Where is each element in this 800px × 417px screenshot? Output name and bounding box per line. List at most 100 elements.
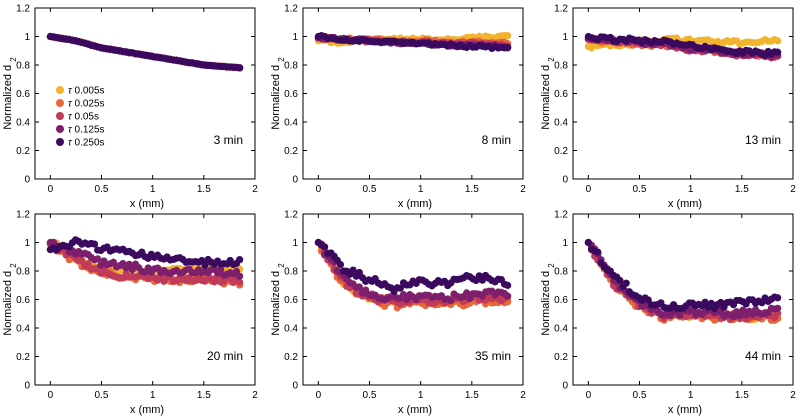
- x-tick-label: 0: [586, 184, 592, 195]
- x-tick-label: 1.5: [465, 184, 479, 195]
- x-tick-label: 0: [586, 390, 592, 401]
- series-0_250s: [314, 238, 512, 295]
- y-axis-label: Normalized d 2: [270, 57, 286, 130]
- data-point: [217, 265, 225, 274]
- panel-1: 0 0.5 1 1.5 2 0 0.2 0.4 0.6 0.8 1 1.2 x (mm) Normaliz…: [2, 4, 258, 211]
- x-tick-label: 1: [418, 390, 424, 401]
- y-tick-label: 0.2: [16, 352, 30, 363]
- y-tick-label: 0.8: [284, 267, 298, 278]
- x-tick-label: 1.5: [735, 390, 749, 401]
- data-point: [125, 260, 133, 268]
- x-tick-label: 1: [688, 184, 694, 195]
- y-tick-label: 0.4: [16, 324, 30, 335]
- legend-entry: τ 0.025s: [68, 99, 105, 110]
- series-0_250s: [584, 238, 782, 313]
- data-point: [349, 266, 357, 274]
- data-point: [707, 299, 716, 307]
- y-tick-label: 0.4: [554, 324, 568, 335]
- y-tick-label: 0.2: [554, 352, 568, 363]
- panel-2: 0 0.5 1 1.5 2 0 0.2 0.4 0.6 0.8 1 1.2 x (mm) Normaliz…: [270, 4, 526, 211]
- data-point: [94, 255, 102, 263]
- panel-time-label: 35 min: [475, 349, 511, 363]
- y-tick-label: 0.2: [554, 146, 568, 157]
- data-point: [584, 238, 592, 247]
- x-tick-label: 2: [790, 390, 796, 401]
- data-point: [463, 289, 471, 297]
- legend-entry: τ 0.250s: [68, 138, 105, 149]
- y-tick-label: 1: [24, 238, 30, 249]
- panel-5: 0 0.5 1 1.5 2 0 0.2 0.4 0.6 0.8 1 1.2 x (mm) Normaliz…: [270, 210, 526, 417]
- y-tick-label: 1: [24, 32, 30, 43]
- data-point: [666, 311, 674, 320]
- y-tick-label: 1.2: [16, 4, 30, 15]
- series-0_250s: [46, 32, 244, 72]
- legend-marker: [56, 138, 64, 146]
- x-tick-label: 0: [48, 390, 54, 401]
- y-tick-label: 0: [562, 175, 568, 186]
- data-point: [355, 268, 363, 277]
- y-tick-label: 1.2: [16, 210, 30, 221]
- legend-marker: [56, 125, 64, 133]
- y-tick-label: 1.2: [554, 210, 568, 221]
- y-tick-label: 1.2: [554, 4, 568, 15]
- y-axis-label: Normalized d 2: [540, 57, 556, 130]
- data-point: [504, 31, 512, 40]
- legend-marker: [56, 112, 64, 120]
- y-tick-label: 0: [292, 175, 298, 186]
- data-point: [201, 277, 209, 285]
- y-tick-label: 0.6: [284, 295, 298, 306]
- x-axis-label: x (mm): [130, 404, 164, 416]
- series-0_125s: [584, 238, 782, 321]
- y-axis-label: Normalized d 2: [270, 263, 286, 336]
- x-tick-label: 2: [520, 184, 526, 195]
- data-point: [676, 311, 684, 319]
- panel-time-label: 3 min: [214, 133, 243, 147]
- x-tick-label: 0.5: [633, 184, 647, 195]
- panel-time-label: 13 min: [745, 133, 781, 147]
- x-axis-label: x (mm): [398, 198, 432, 210]
- data-point: [201, 261, 209, 270]
- x-axis-label: x (mm): [668, 198, 702, 210]
- legend-entry: τ 0.005s: [68, 86, 105, 97]
- y-tick-label: 0.4: [16, 118, 30, 129]
- panel-3: 0 0.5 1 1.5 2 0 0.2 0.4 0.6 0.8 1 1.2 x (mm) Normaliz…: [540, 4, 796, 211]
- x-tick-label: 0: [316, 390, 322, 401]
- x-tick-label: 0.5: [363, 390, 377, 401]
- plot-frame: [572, 7, 794, 180]
- panel-time-label: 8 min: [482, 133, 511, 147]
- x-tick-label: 1: [150, 390, 156, 401]
- data-point: [504, 281, 512, 289]
- y-tick-label: 1: [562, 238, 568, 249]
- x-tick-label: 2: [790, 184, 796, 195]
- y-axis-label: Normalized d 2: [2, 57, 18, 130]
- panel-time-label: 20 min: [207, 349, 243, 363]
- y-tick-label: 0.2: [284, 352, 298, 363]
- data-point: [774, 294, 782, 302]
- y-tick-label: 0.4: [284, 118, 298, 129]
- x-axis-label: x (mm): [130, 198, 164, 210]
- y-tick-label: 0: [562, 381, 568, 392]
- y-tick-label: 0.2: [16, 146, 30, 157]
- x-tick-label: 0: [48, 184, 54, 195]
- y-tick-label: 1: [292, 32, 298, 43]
- y-tick-label: 0.4: [284, 324, 298, 335]
- x-tick-label: 1: [418, 184, 424, 195]
- x-tick-label: 0.5: [633, 390, 647, 401]
- y-tick-label: 0.8: [554, 61, 568, 72]
- y-tick-label: 0.6: [554, 89, 568, 100]
- panel-6: 0 0.5 1 1.5 2 0 0.2 0.4 0.6 0.8 1 1.2 x (mm) Normaliz…: [540, 210, 796, 417]
- x-tick-label: 2: [252, 184, 258, 195]
- x-tick-label: 0.5: [95, 390, 109, 401]
- y-axis-label: Normalized d 2: [2, 263, 18, 336]
- y-tick-label: 1.2: [284, 4, 298, 15]
- y-tick-label: 0.8: [284, 61, 298, 72]
- data-point: [128, 266, 136, 274]
- y-tick-label: 0.6: [554, 295, 568, 306]
- data-point: [236, 256, 244, 264]
- data-point: [736, 312, 744, 320]
- panel-4: 0 0.5 1 1.5 2 0 0.2 0.4 0.6 0.8 1 1.2 x (mm) Normaliz…: [2, 210, 258, 417]
- y-tick-label: 0.8: [16, 267, 30, 278]
- y-tick-label: 0: [24, 175, 30, 186]
- x-tick-label: 1.5: [735, 184, 749, 195]
